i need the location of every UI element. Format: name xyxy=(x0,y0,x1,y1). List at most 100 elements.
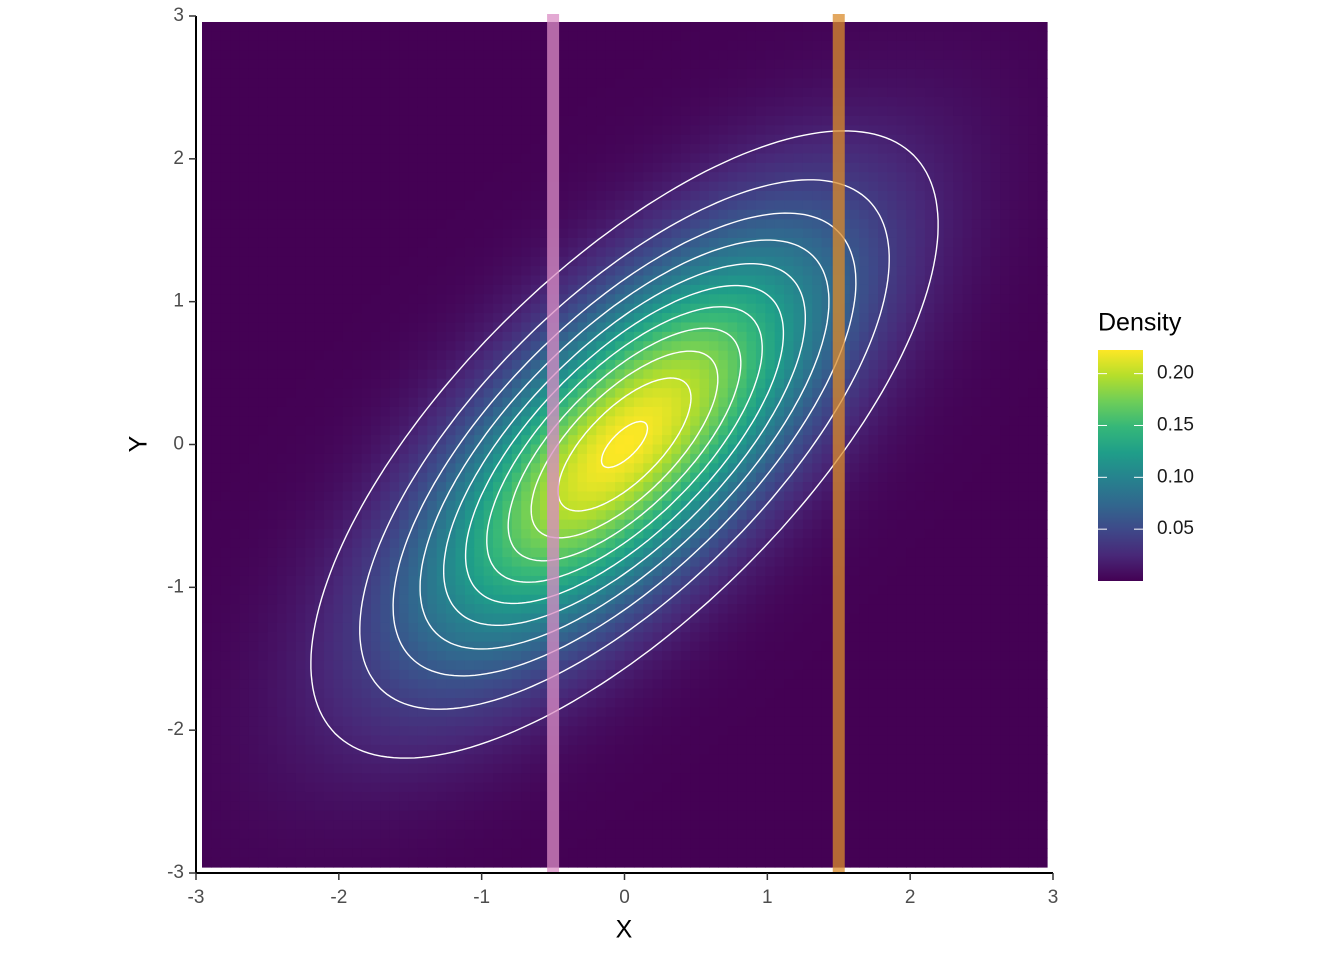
density-cell xyxy=(371,31,381,42)
density-cell xyxy=(633,744,644,755)
density-cell xyxy=(286,406,297,417)
density-cell xyxy=(624,425,635,436)
density-cell xyxy=(361,557,372,568)
density-cell xyxy=(211,68,222,79)
density-cell xyxy=(633,669,644,680)
density-cell xyxy=(586,857,597,868)
density-cell xyxy=(277,632,288,643)
density-cell xyxy=(718,87,729,98)
density-cell xyxy=(352,22,363,32)
density-cell xyxy=(690,284,701,295)
density-cell xyxy=(286,31,297,42)
density-cell xyxy=(258,557,269,568)
density-cell xyxy=(371,284,381,295)
density-cell xyxy=(596,284,607,295)
density-cell xyxy=(305,200,316,211)
density-cell xyxy=(295,463,306,474)
density-cell xyxy=(446,763,457,774)
density-cell xyxy=(371,172,381,183)
density-cell xyxy=(540,848,550,859)
density-cell xyxy=(371,144,381,155)
density-cell xyxy=(436,125,447,136)
density-cell xyxy=(624,228,635,239)
density-cell xyxy=(408,669,419,680)
density-cell xyxy=(408,500,419,511)
density-cell xyxy=(314,566,325,577)
density-cell xyxy=(568,228,579,239)
density-cell xyxy=(680,406,691,417)
density-cell xyxy=(361,416,372,427)
density-cell xyxy=(455,444,466,455)
density-cell xyxy=(427,153,438,164)
density-cell xyxy=(286,22,297,32)
density-cell xyxy=(680,453,691,464)
density-cell xyxy=(671,829,682,840)
density-cell xyxy=(324,228,335,239)
density-cell xyxy=(643,97,654,108)
density-cell xyxy=(295,134,306,145)
density-cell xyxy=(314,22,325,32)
density-cell xyxy=(596,378,607,389)
density-cell xyxy=(671,726,682,737)
density-cell xyxy=(652,773,663,784)
density-cell xyxy=(511,162,522,173)
density-cell xyxy=(436,294,447,305)
density-cell xyxy=(371,735,381,746)
density-cell xyxy=(615,716,626,727)
density-cell xyxy=(586,397,597,408)
density-cell xyxy=(633,510,644,521)
density-cell xyxy=(511,266,522,277)
density-cell xyxy=(643,453,654,464)
density-cell xyxy=(446,698,457,708)
density-cell xyxy=(202,425,212,436)
density-cell xyxy=(417,341,428,352)
density-cell xyxy=(305,303,316,314)
density-cell xyxy=(333,735,344,746)
density-cell xyxy=(483,669,494,680)
density-cell xyxy=(202,303,212,314)
density-cell xyxy=(624,453,635,464)
density-cell xyxy=(267,557,278,568)
density-cell xyxy=(352,669,363,680)
density-cell xyxy=(408,679,419,690)
density-cell xyxy=(662,810,673,821)
density-cell xyxy=(342,22,353,32)
density-cell xyxy=(474,857,485,868)
density-cell xyxy=(718,22,729,32)
density-cell xyxy=(211,444,222,455)
density-cell xyxy=(361,350,372,361)
density-cell xyxy=(577,651,588,662)
density-cell xyxy=(399,200,410,211)
density-cell xyxy=(277,604,288,615)
density-cell xyxy=(455,388,466,399)
density-cell xyxy=(624,482,635,493)
density-cell xyxy=(493,200,504,211)
density-cell xyxy=(286,275,297,286)
density-cell xyxy=(483,78,494,89)
density-cell xyxy=(690,68,701,79)
density-cell xyxy=(314,435,325,446)
density-cell xyxy=(568,162,579,173)
density-cell xyxy=(399,547,410,558)
density-cell xyxy=(474,482,485,493)
density-cell xyxy=(577,416,588,427)
density-cell xyxy=(643,406,654,417)
density-cell xyxy=(277,688,288,699)
density-cell xyxy=(220,247,231,258)
density-cell xyxy=(605,341,616,352)
density-cell xyxy=(511,200,522,211)
density-cell xyxy=(267,594,278,605)
density-cell xyxy=(464,557,475,568)
density-cell xyxy=(258,500,269,511)
density-cell xyxy=(305,31,316,42)
density-cell xyxy=(211,453,222,464)
density-cell xyxy=(643,510,654,521)
density-cell xyxy=(605,162,616,173)
density-cell xyxy=(230,209,241,220)
density-cell xyxy=(568,209,579,220)
density-cell xyxy=(295,313,306,324)
density-cell xyxy=(314,763,325,774)
density-cell xyxy=(333,378,344,389)
density-cell xyxy=(371,791,381,802)
density-cell xyxy=(305,209,316,220)
